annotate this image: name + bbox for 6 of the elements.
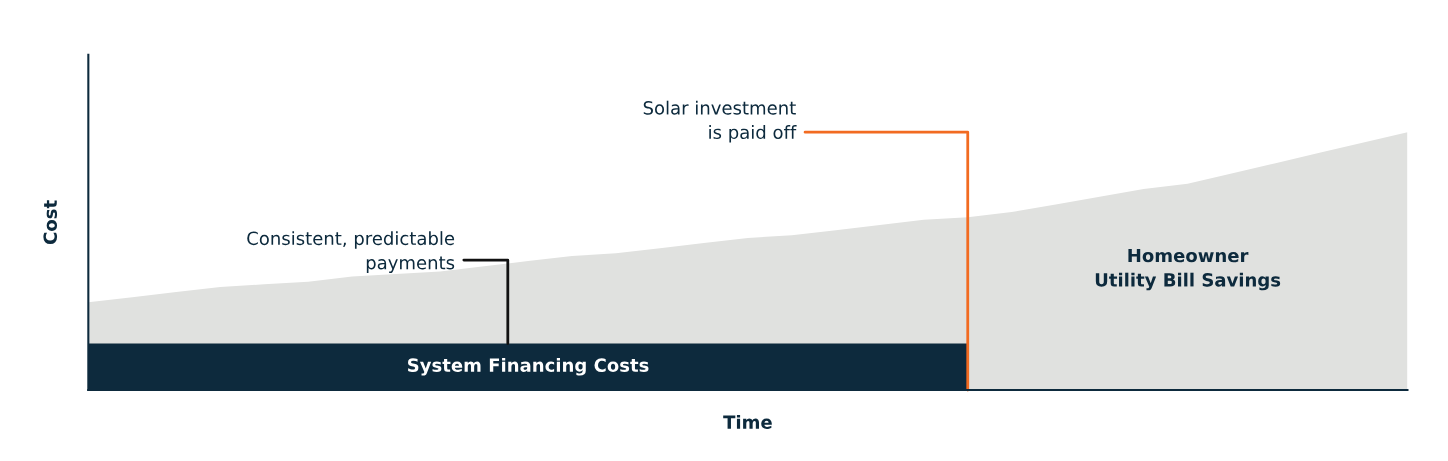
series-label: System Financing Costs — [408, 358, 649, 376]
series-label: Homeowner Utility Bill Savings — [1095, 248, 1281, 291]
x-axis-title: Time — [723, 415, 772, 429]
annotation: Solar investment is paid off — [643, 100, 797, 143]
y-axis-title: Cost — [43, 200, 58, 245]
annotation: Consistent, predictable payments — [247, 231, 455, 273]
